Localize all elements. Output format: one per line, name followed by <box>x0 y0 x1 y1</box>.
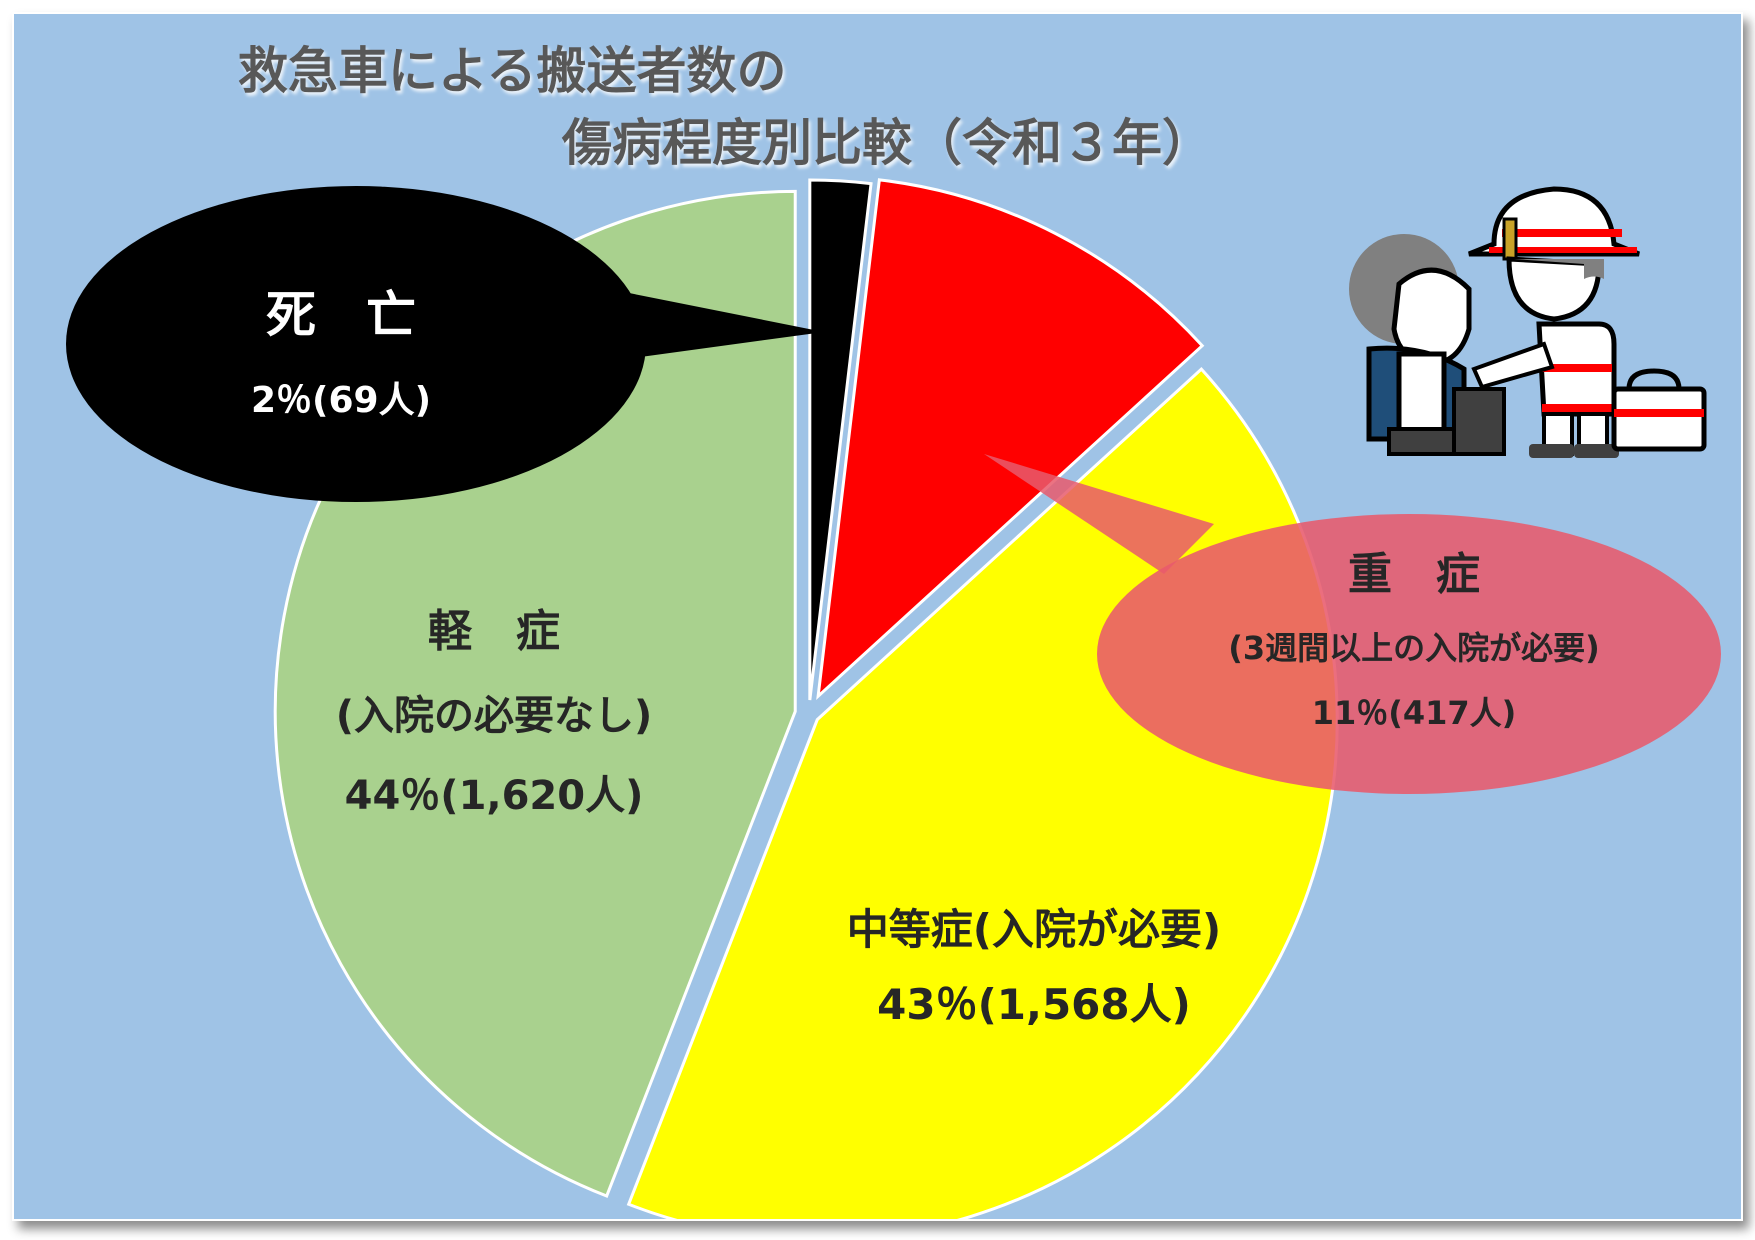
mild-value-label: 44％(1,620人) <box>345 773 644 819</box>
mild-label: 軽 症 <box>428 606 560 657</box>
moderate-value-label: 43％(1,568人) <box>877 980 1191 1029</box>
pie-chart: 救急車による搬送者数の 傷病程度別比較（令和３年） 死 亡 2％(69人) 重 … <box>66 42 1721 1240</box>
moderate-label: 中等症(入院が必要) <box>847 905 1221 954</box>
pie-slice-severe <box>816 178 1205 701</box>
chart-title-line1: 救急車による搬送者数の <box>238 42 787 100</box>
severe-value-label: 11％(417人) <box>1312 694 1517 732</box>
mild-sublabel: (入院の必要なし) <box>336 693 653 739</box>
first-aid-kit-icon <box>1611 368 1707 452</box>
pie-slice-death <box>808 178 873 701</box>
death-label: 死 亡 <box>266 286 416 344</box>
callout-severe-pointer <box>984 454 1214 574</box>
severe-label: 重 症 <box>1348 549 1480 600</box>
paramedic-figure <box>1468 186 1640 458</box>
callout-severe-bubble <box>1097 514 1721 794</box>
chart-panel: 救急車による搬送者数の 傷病程度別比較（令和３年） 死 亡 2％(69人) 重 … <box>12 12 1743 1240</box>
callout-death-bubble <box>66 186 646 502</box>
callout-death: 死 亡 2％(69人) <box>66 186 824 502</box>
severe-sublabel: (3週間以上の入院が必要) <box>1228 629 1600 667</box>
patient-figure <box>1349 234 1506 456</box>
callout-severe: 重 症 (3週間以上の入院が必要) 11％(417人) <box>984 454 1721 794</box>
death-value-label: 2％(69人) <box>251 380 431 421</box>
chart-title-line2: 傷病程度別比較（令和３年） <box>561 114 1212 172</box>
paramedic-attending-patient-icon <box>1349 186 1707 458</box>
